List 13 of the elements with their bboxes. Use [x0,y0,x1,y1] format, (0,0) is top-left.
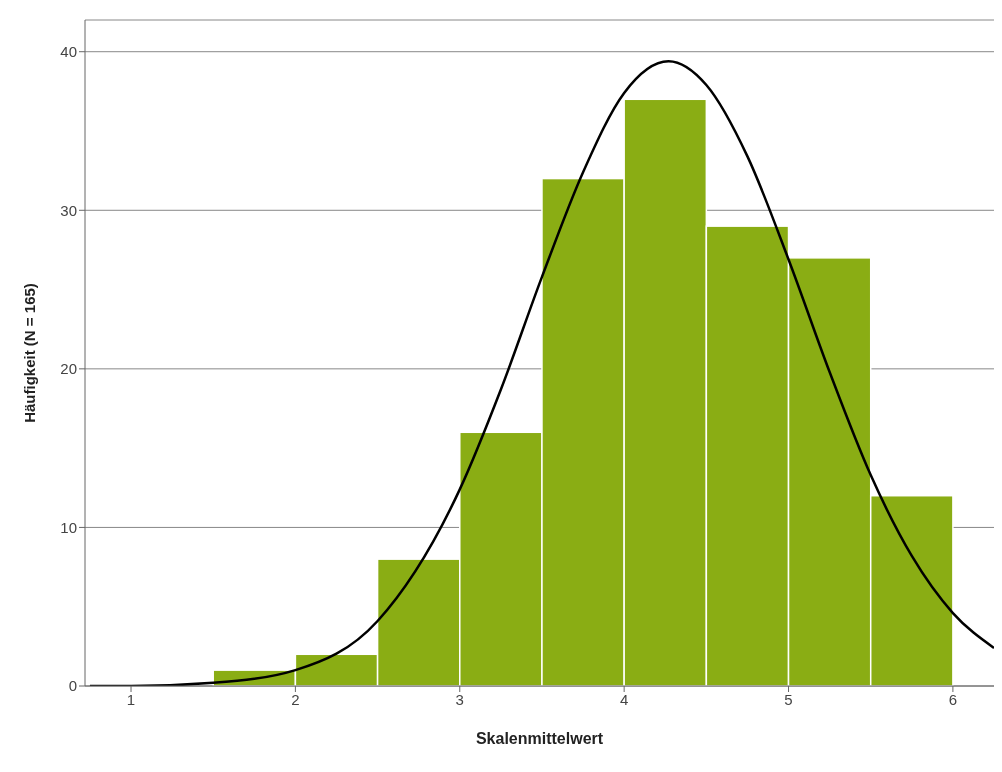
x-tick-label: 4 [619,690,629,708]
x-tick-label: 5 [784,690,793,708]
x-axis-title: Skalenmittelwert [475,730,604,747]
x-tick-label: 3 [455,690,464,708]
y-axis-title: Häufigkeit (N = 165) [21,283,39,423]
y-tick-label: 30 [60,201,77,219]
y-tick-label: 20 [60,360,77,378]
y-tick-label: 10 [60,518,77,536]
y-tick-label: 0 [68,677,77,695]
x-tick-label: 2 [291,690,300,708]
y-tick-label: 40 [60,43,77,61]
x-tick-label: 1 [126,690,136,708]
x-tick-label: 6 [948,690,958,708]
